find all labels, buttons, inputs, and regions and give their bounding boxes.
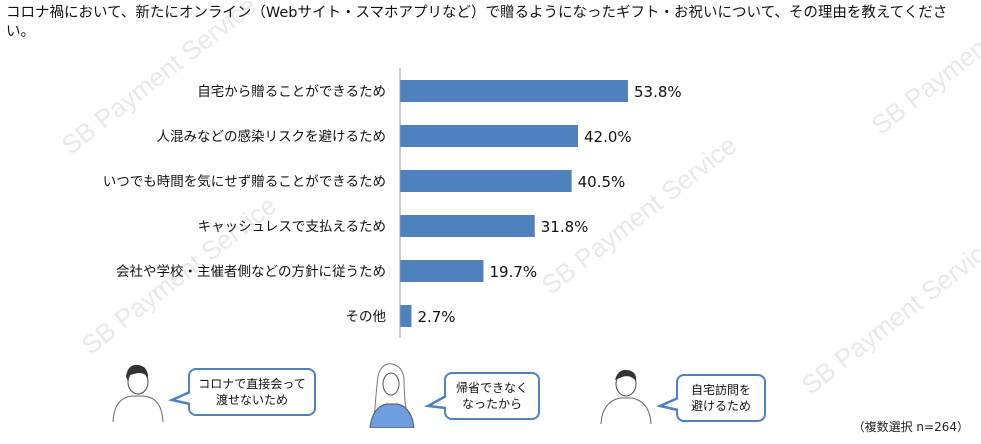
man-illustration-icon bbox=[112, 364, 164, 423]
bar bbox=[400, 170, 572, 192]
comment-bubble: 帰省できなく なったから bbox=[444, 372, 540, 420]
category-label: 会社や学校・主催者側などの方針に従うため bbox=[116, 263, 386, 280]
comment-bubble: コロナで直接会って 渡せないため bbox=[188, 368, 316, 416]
data-label: 31.8% bbox=[541, 218, 589, 236]
data-label: 42.0% bbox=[584, 128, 632, 146]
comment-text: 避けるため bbox=[690, 399, 751, 413]
comment-bubble: 自宅訪問を 避けるため bbox=[676, 374, 766, 422]
comment-text: 帰省できなく bbox=[455, 381, 528, 395]
sample-note: （複数選択 n=264） bbox=[852, 420, 969, 434]
data-label: 2.7% bbox=[417, 308, 455, 326]
bar bbox=[400, 215, 535, 237]
comment-text: 渡せないため bbox=[215, 393, 288, 407]
bar bbox=[400, 125, 578, 147]
category-label: キャッシュレスで支払えるため bbox=[198, 219, 386, 235]
bar bbox=[400, 305, 412, 327]
comment-text: コロナで直接会って bbox=[198, 377, 306, 391]
category-label: 人混みなどの感染リスクを避けるため bbox=[157, 128, 387, 145]
data-label: 19.7% bbox=[489, 263, 537, 281]
comment-text: 自宅訪問を bbox=[690, 383, 751, 397]
data-label: 40.5% bbox=[578, 173, 626, 191]
category-label: 自宅から贈ることができるため bbox=[197, 84, 386, 100]
category-label: その他 bbox=[346, 309, 387, 325]
bar bbox=[400, 260, 484, 282]
data-label: 53.8% bbox=[634, 83, 682, 101]
comment-text: なったから bbox=[461, 397, 522, 411]
category-label: いつでも時間を気にせず贈ることができるため bbox=[103, 174, 386, 190]
man-illustration-icon bbox=[600, 369, 652, 425]
woman-illustration-icon bbox=[369, 363, 415, 428]
chart-title: コロナ禍において、新たにオンライン（Webサイト・スマホアプリなど）で贈るように… bbox=[6, 5, 948, 40]
bar bbox=[400, 80, 628, 102]
